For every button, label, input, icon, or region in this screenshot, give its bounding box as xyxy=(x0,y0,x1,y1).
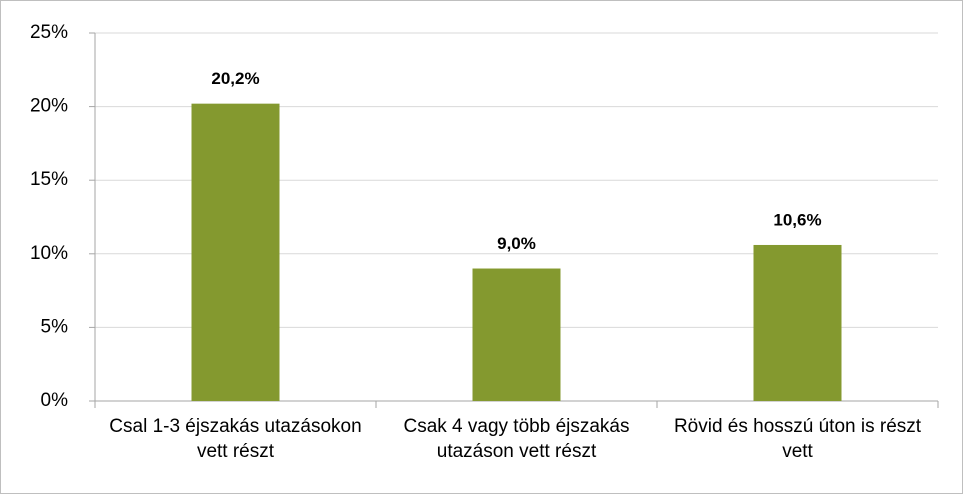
x-tick-label: Csal 1-3 éjszakás utazásokon vett részt xyxy=(109,416,362,462)
y-tick-label: 0% xyxy=(41,390,69,411)
bar xyxy=(472,268,561,401)
y-tick-label: 20% xyxy=(30,96,68,117)
data-label: 10,6% xyxy=(773,210,821,229)
data-label: 9,0% xyxy=(497,234,536,253)
x-tick-label: Csak 4 vagy több éjszakás utazáson vett … xyxy=(403,416,630,462)
bar xyxy=(753,244,842,401)
y-tick-label: 5% xyxy=(41,316,69,337)
y-tick-label: 15% xyxy=(30,169,68,190)
x-tick-label: Rövid és hosszú úton is részt vett xyxy=(673,416,922,462)
data-label: 20,2% xyxy=(211,69,259,88)
bar xyxy=(191,103,280,401)
y-tick-label: 10% xyxy=(30,243,68,264)
y-tick-label: 25% xyxy=(30,22,68,43)
